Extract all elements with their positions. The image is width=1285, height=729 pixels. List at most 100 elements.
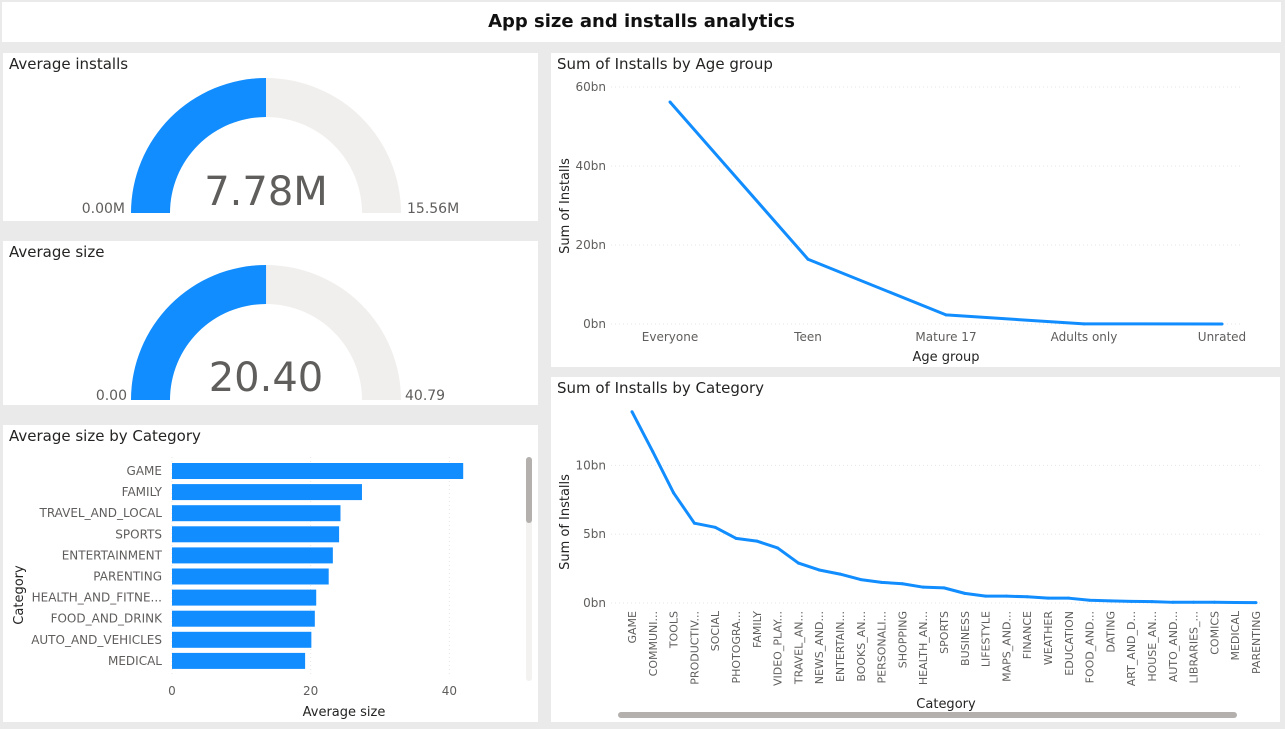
category-chart-ytick: 5bn <box>583 527 606 541</box>
age-chart-xtick: Mature 17 <box>915 330 976 344</box>
category-chart-point <box>984 594 988 598</box>
gauge-installs-min: 0.00M <box>82 201 125 217</box>
category-chart-point <box>1254 601 1258 605</box>
category-chart-xtick: FINANCE <box>1021 611 1034 659</box>
category-chart-point <box>1046 596 1050 600</box>
category-chart-xtick: VIDEO_PLAY... <box>772 611 785 686</box>
category-chart-svg: Sum of Installs Category 0bn 5bn 10bn GAME C… <box>558 410 1263 718</box>
bar-chart-category-label: TRAVEL_AND_LOCAL <box>38 506 162 520</box>
gauge-installs-fill <box>131 78 266 213</box>
category-chart-xtick: ENTERTAIN... <box>834 611 847 682</box>
category-chart-point <box>817 568 821 572</box>
category-chart-xtick: HOUSE_AN... <box>1146 611 1159 682</box>
age-chart-title: Sum of Installs by Age group <box>557 55 773 73</box>
category-chart-xtick: BOOKS_AN... <box>855 611 868 682</box>
category-chart-xtick: NEWS_AND... <box>813 611 826 684</box>
category-chart-xtick: DATING <box>1104 611 1117 653</box>
age-chart-point <box>1082 322 1086 326</box>
category-chart-point <box>1171 600 1175 604</box>
category-chart-point <box>1150 600 1154 604</box>
category-chart-point <box>672 491 676 495</box>
category-chart-xtick: TRAVEL_AN... <box>792 611 805 685</box>
age-chart-ytick: 0bn <box>583 317 606 331</box>
category-chart-point <box>692 521 696 525</box>
category-chart-point <box>1212 600 1216 604</box>
category-chart-point <box>1004 594 1008 598</box>
age-chart-ytick: 60bn <box>576 80 607 94</box>
gauge-installs-max: 15.56M <box>407 201 459 217</box>
gauge-size-fill <box>131 265 267 400</box>
category-chart-xtick: COMMUNI... <box>647 611 660 676</box>
bar-chart-bar <box>172 505 341 522</box>
gauge-size-max: 40.79 <box>405 388 445 404</box>
category-chart-point <box>651 450 655 454</box>
category-chart-point <box>900 582 904 586</box>
bar-chart-category-label: ENTERTAINMENT <box>62 548 163 562</box>
bar-chart-panel[interactable]: Average size by Category Category Averag… <box>3 425 538 722</box>
category-chart-xtick: PARENTING <box>1250 611 1263 674</box>
category-chart-xtick: LIFESTYLE <box>980 611 993 667</box>
gauge-installs-panel[interactable]: Average installs 7.78M 0.00M 15.56M <box>3 53 538 221</box>
category-chart-point <box>963 591 967 595</box>
bar-chart-scrollbar[interactable] <box>526 457 532 523</box>
bar-chart-bar <box>172 526 340 543</box>
category-chart-xtick: BUSINESS <box>959 611 972 666</box>
gauge-size-title: Average size <box>9 243 105 261</box>
category-chart-point <box>1025 595 1029 599</box>
age-chart-xlabel: Age group <box>912 350 979 365</box>
category-chart-scrollbar[interactable] <box>618 712 1237 718</box>
bar-chart-bar <box>172 652 306 669</box>
age-chart-point <box>668 100 672 104</box>
category-chart-line <box>630 411 1257 605</box>
category-chart-xtick: FAMILY <box>751 611 764 648</box>
category-chart-xtick: PERSONALI... <box>876 611 889 683</box>
category-chart-xtick: SHOPPING <box>896 611 909 668</box>
category-chart-xtick: PRODUCTIV... <box>688 611 701 685</box>
category-chart-point <box>776 546 780 550</box>
category-chart-point <box>859 578 863 582</box>
bar-chart-category-label: GAME <box>127 464 162 478</box>
gauge-installs-value: 7.78M <box>204 169 328 215</box>
category-chart-panel[interactable]: Sum of Installs by Category Sum of Insta… <box>551 377 1280 722</box>
bar-chart-bar <box>172 610 315 627</box>
category-chart-point <box>880 580 884 584</box>
category-chart-point <box>734 536 738 540</box>
category-chart-xtick: MAPS_AND... <box>1000 611 1013 682</box>
category-chart-point <box>755 539 759 543</box>
category-chart-xtick: AUTO_AND... <box>1167 611 1180 682</box>
category-chart-title: Sum of Installs by Category <box>557 379 765 397</box>
age-chart-panel[interactable]: Sum of Installs by Age group Sum of Inst… <box>551 53 1280 367</box>
category-chart-xtick: SOCIAL <box>709 610 722 651</box>
category-chart-point <box>713 525 717 529</box>
bar-chart-xtick: 20 <box>303 684 318 698</box>
category-chart-xlabel: Category <box>916 697 976 712</box>
bar-chart-xtick: 0 <box>168 684 176 698</box>
category-chart-point <box>1129 599 1133 603</box>
category-chart-xtick: PHOTOGRA... <box>730 611 743 683</box>
bar-chart-bar <box>172 547 333 564</box>
bar-chart-bar <box>172 568 329 585</box>
bar-chart-category-label: FAMILY <box>122 485 163 499</box>
age-chart-ytick: 20bn <box>576 238 607 252</box>
age-chart-xtick: Adults only <box>1051 330 1118 344</box>
category-chart-ylabel: Sum of Installs <box>558 474 573 570</box>
gauge-size-value: 20.40 <box>209 355 324 401</box>
category-chart-point <box>921 585 925 589</box>
age-chart-ytick: 40bn <box>576 159 607 173</box>
category-chart-point <box>838 572 842 576</box>
category-chart-ytick: 0bn <box>583 596 606 610</box>
bar-chart-bar <box>172 589 317 606</box>
age-chart-ylabel: Sum of Installs <box>558 158 573 254</box>
bar-chart-ylabel: Category <box>12 565 27 625</box>
category-chart-point <box>942 586 946 590</box>
bar-chart-category-label: FOOD_AND_DRINK <box>51 612 164 626</box>
bar-chart-title: Average size by Category <box>9 427 201 445</box>
category-chart-xtick: ART_AND_D... <box>1125 611 1138 686</box>
gauge-size-panel[interactable]: Average size 20.40 0.00 40.79 <box>3 241 538 405</box>
gauge-installs-svg: 7.78M 0.00M 15.56M <box>82 78 459 217</box>
category-chart-xtick: WEATHER <box>1042 611 1055 665</box>
age-chart-point <box>1220 322 1224 326</box>
bar-chart-category-label: HEALTH_AND_FITNE... <box>32 591 162 605</box>
category-chart-xtick: EDUCATION <box>1063 611 1076 676</box>
bar-chart-category-label: MEDICAL <box>108 654 162 668</box>
